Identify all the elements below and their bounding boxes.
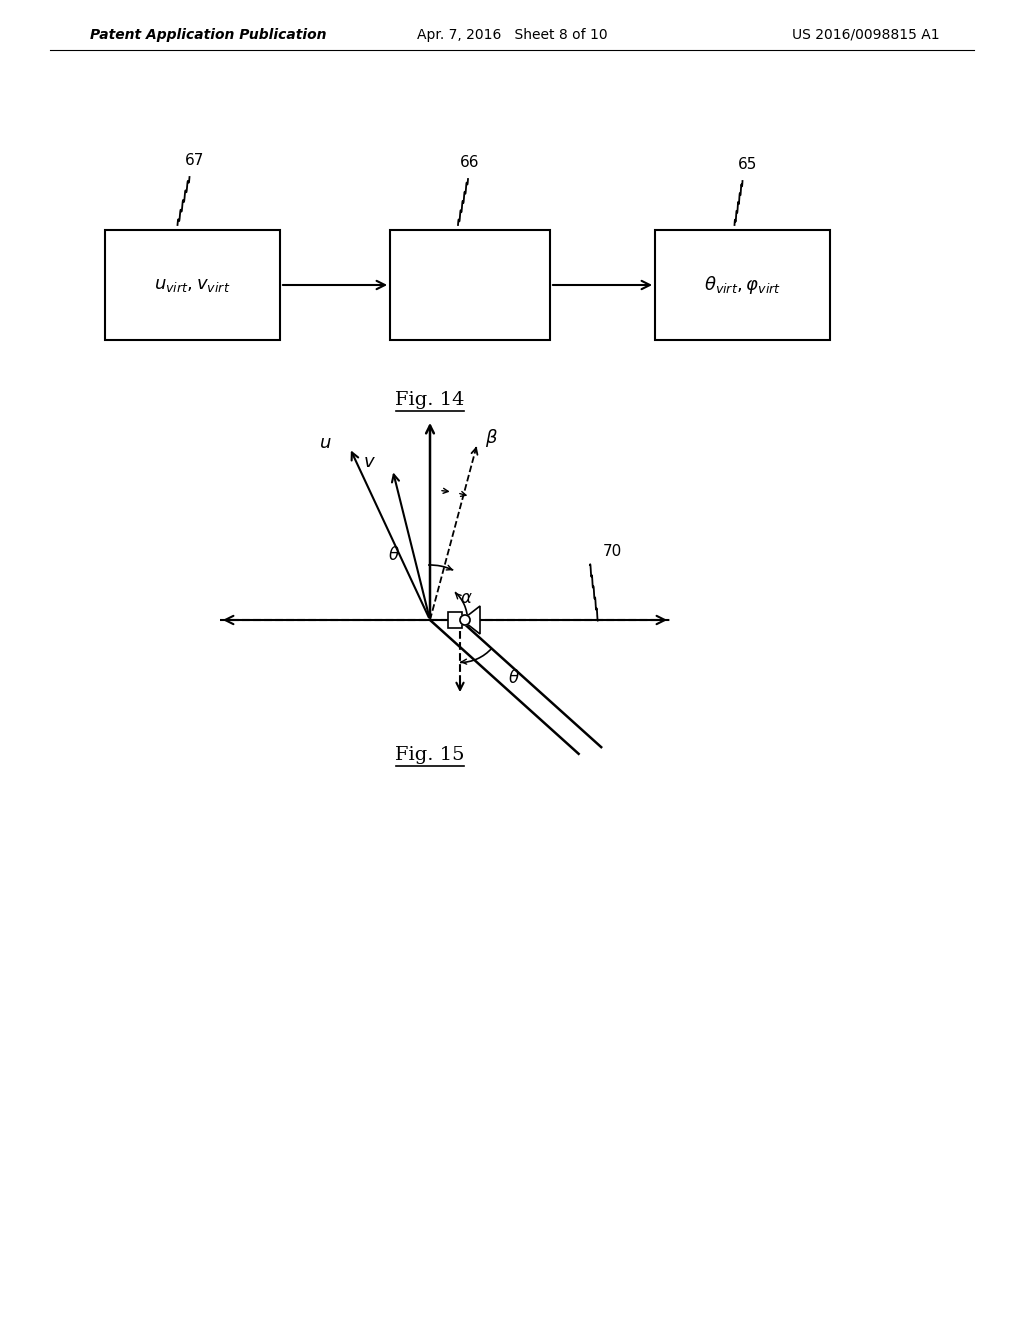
Text: Fig. 15: Fig. 15 xyxy=(395,746,465,764)
Text: 67: 67 xyxy=(184,153,204,168)
Text: u: u xyxy=(321,434,332,451)
Text: $u_{virt}, v_{virt}$: $u_{virt}, v_{virt}$ xyxy=(155,276,230,294)
Text: US 2016/0098815 A1: US 2016/0098815 A1 xyxy=(793,28,940,42)
Text: Apr. 7, 2016   Sheet 8 of 10: Apr. 7, 2016 Sheet 8 of 10 xyxy=(417,28,607,42)
Text: $\theta$: $\theta$ xyxy=(388,546,399,564)
Text: Patent Application Publication: Patent Application Publication xyxy=(90,28,327,42)
Text: v: v xyxy=(364,453,375,471)
Bar xyxy=(655,230,830,341)
Text: $\theta$: $\theta$ xyxy=(508,669,520,686)
Text: Fig. 14: Fig. 14 xyxy=(395,391,465,409)
Text: $\alpha$: $\alpha$ xyxy=(460,589,473,607)
Text: $\beta$: $\beta$ xyxy=(484,428,498,449)
Circle shape xyxy=(460,615,470,624)
Bar xyxy=(105,230,280,341)
Text: 65: 65 xyxy=(738,157,757,172)
Text: 66: 66 xyxy=(460,154,480,170)
Polygon shape xyxy=(462,606,480,634)
Bar xyxy=(449,612,462,628)
Bar xyxy=(390,230,550,341)
Text: $\theta_{virt}, \varphi_{virt}$: $\theta_{virt}, \varphi_{virt}$ xyxy=(703,275,781,296)
Circle shape xyxy=(460,615,470,624)
Text: 70: 70 xyxy=(603,544,623,560)
